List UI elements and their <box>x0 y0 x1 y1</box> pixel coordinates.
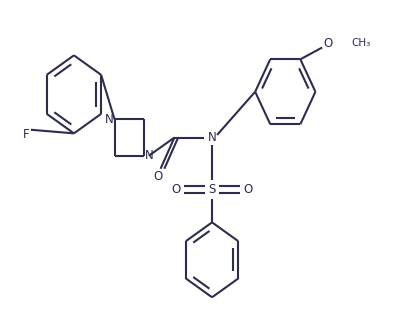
Text: CH₃: CH₃ <box>351 38 370 48</box>
Text: S: S <box>208 183 216 196</box>
Text: N: N <box>105 113 114 126</box>
Text: N: N <box>208 131 216 144</box>
Text: N: N <box>144 149 153 162</box>
Text: O: O <box>324 37 333 50</box>
Text: O: O <box>172 183 181 196</box>
Text: O: O <box>154 169 163 182</box>
Text: F: F <box>22 128 29 142</box>
Text: O: O <box>243 183 252 196</box>
